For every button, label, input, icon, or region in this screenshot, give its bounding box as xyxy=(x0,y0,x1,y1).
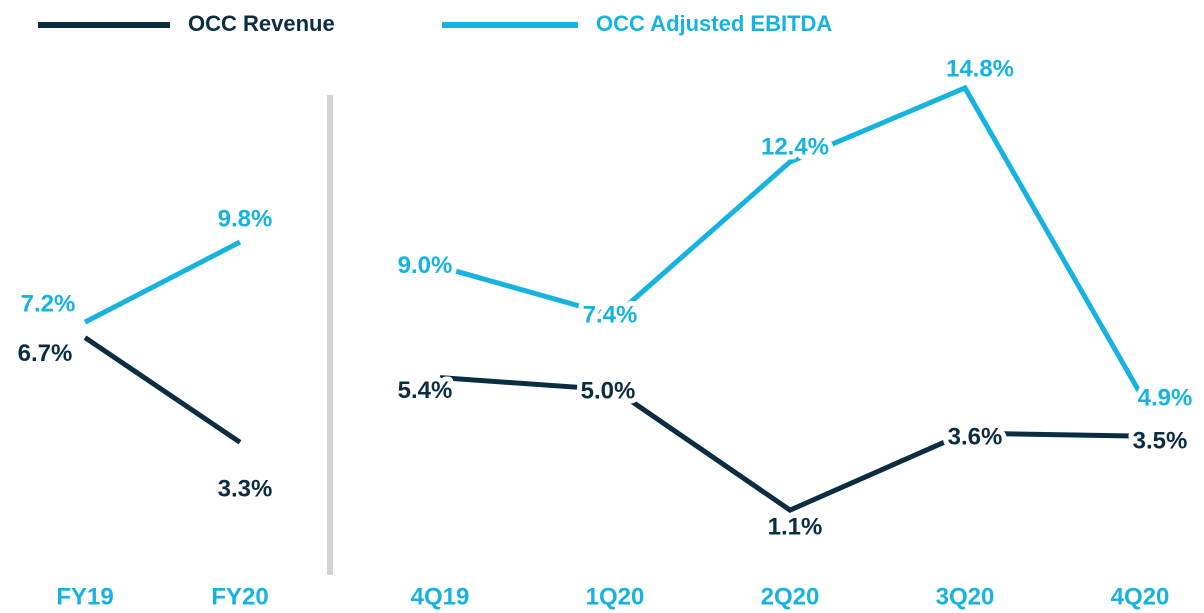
legend-label: OCC Adjusted EBITDA xyxy=(596,11,832,36)
value-label: 3.6% xyxy=(948,423,1003,450)
value-label: 5.0% xyxy=(581,377,636,404)
value-label: 14.8% xyxy=(946,55,1014,82)
x-tick-label: 4Q20 xyxy=(1111,583,1170,610)
x-tick-label: 1Q20 xyxy=(586,583,645,610)
x-tick-label: FY20 xyxy=(211,583,268,610)
legend-label: OCC Revenue xyxy=(188,11,335,36)
series-line xyxy=(83,335,242,445)
value-label: 3.5% xyxy=(1133,428,1188,455)
x-tick-label: 3Q20 xyxy=(936,583,995,610)
value-label: 7.2% xyxy=(21,290,76,317)
value-label: 1.1% xyxy=(768,513,823,540)
x-tick-label: 2Q20 xyxy=(761,583,820,610)
series-line xyxy=(83,239,242,325)
value-label: 9.8% xyxy=(218,205,273,232)
value-label: 12.4% xyxy=(761,133,829,160)
value-label: 4.9% xyxy=(1138,384,1193,411)
value-label: 7.4% xyxy=(583,301,638,328)
x-tick-label: 4Q19 xyxy=(411,583,470,610)
value-label: 6.7% xyxy=(18,340,73,367)
value-label: 9.0% xyxy=(398,252,453,279)
series-line xyxy=(439,84,1143,395)
x-tick-label: FY19 xyxy=(56,583,113,610)
value-label: 3.3% xyxy=(218,476,273,503)
series-line xyxy=(439,375,1141,513)
value-label: 5.4% xyxy=(398,377,453,404)
